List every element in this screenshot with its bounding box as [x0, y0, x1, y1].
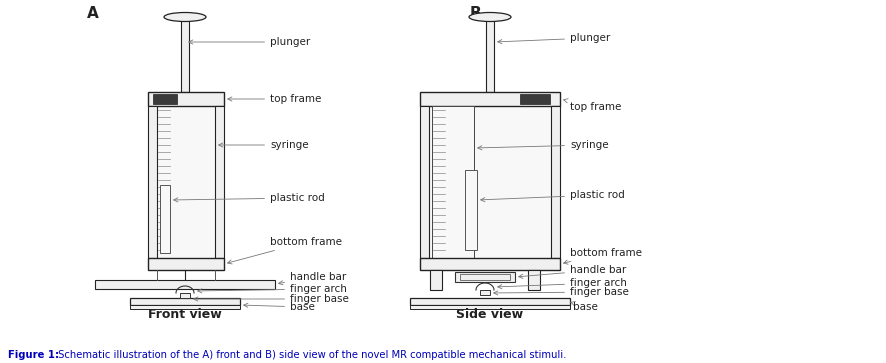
Text: plastic rod: plastic rod: [174, 193, 324, 203]
Text: top frame: top frame: [563, 99, 621, 112]
Bar: [486, 17, 494, 92]
Bar: [420, 106, 429, 258]
Bar: [460, 274, 509, 280]
Text: Schematic illustration of the A) front and B) side view of the novel MR compatib: Schematic illustration of the A) front a…: [55, 350, 566, 360]
Bar: [95, 280, 275, 289]
Bar: [181, 17, 189, 92]
Bar: [519, 94, 549, 104]
Ellipse shape: [164, 12, 206, 21]
Ellipse shape: [469, 12, 510, 21]
Text: plastic rod: plastic rod: [480, 190, 624, 202]
Bar: [214, 106, 224, 258]
Text: base: base: [244, 302, 315, 312]
Bar: [148, 92, 224, 106]
Bar: [479, 290, 489, 295]
Text: handle bar: handle bar: [518, 265, 626, 278]
Text: A: A: [87, 5, 98, 20]
Bar: [409, 305, 570, 309]
Text: B: B: [469, 5, 480, 20]
Text: plunger: plunger: [497, 33, 610, 44]
Text: syringe: syringe: [219, 140, 308, 150]
Text: plunger: plunger: [189, 37, 310, 47]
Bar: [420, 92, 559, 106]
Bar: [431, 106, 473, 258]
Text: finger base: finger base: [193, 294, 348, 304]
Bar: [550, 106, 559, 258]
Text: finger base: finger base: [494, 287, 628, 297]
Text: finger arch: finger arch: [497, 278, 626, 289]
Bar: [455, 272, 515, 282]
Text: base: base: [570, 302, 597, 312]
Bar: [148, 106, 157, 258]
Bar: [429, 106, 550, 258]
Bar: [157, 106, 214, 258]
Bar: [430, 270, 441, 290]
Text: bottom frame: bottom frame: [563, 248, 641, 264]
Bar: [159, 185, 170, 253]
Text: Side view: Side view: [456, 309, 523, 322]
Bar: [420, 258, 559, 270]
Bar: [527, 270, 540, 290]
Text: Figure 1:: Figure 1:: [8, 350, 59, 360]
Text: top frame: top frame: [228, 94, 321, 104]
Text: syringe: syringe: [478, 140, 608, 150]
Text: Front view: Front view: [148, 309, 222, 322]
Bar: [148, 258, 224, 270]
Bar: [130, 298, 240, 305]
Bar: [409, 298, 570, 305]
Bar: [152, 94, 177, 104]
Text: handle bar: handle bar: [278, 272, 346, 285]
Text: finger arch: finger arch: [198, 284, 346, 294]
Text: bottom frame: bottom frame: [228, 237, 342, 264]
Bar: [464, 170, 477, 250]
Bar: [130, 305, 240, 309]
Bar: [180, 293, 190, 298]
